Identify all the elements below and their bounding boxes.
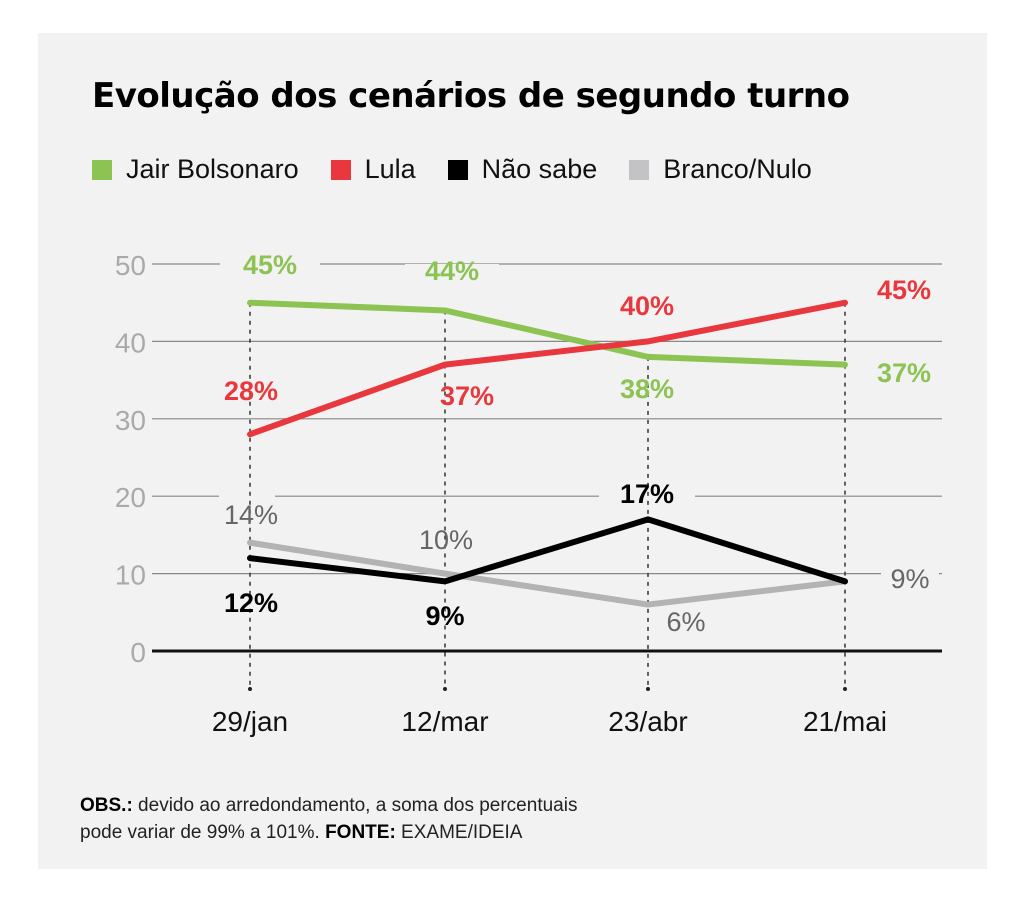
y-tick-label-40: 40 — [115, 327, 146, 358]
label-knockout-1 — [405, 264, 499, 276]
obs-text-2: pode variar de 99% a 101%. — [80, 822, 326, 843]
footnote-line-2: pode variar de 99% a 101%. FONTE: EXAME/… — [80, 819, 577, 846]
series-line-lula — [247, 299, 848, 438]
data-label-jair-bolsonaro-3: 37% — [877, 358, 931, 388]
source-label: FONTE: — [325, 822, 396, 843]
y-tick-label-50: 50 — [115, 250, 146, 281]
legend-label-branco-nulo: Branco/Nulo — [663, 154, 812, 184]
footnote-line-1: OBS.: devido ao arredondamento, a soma d… — [80, 792, 577, 819]
label-knockout-0 — [220, 258, 320, 270]
footnote: OBS.: devido ao arredondamento, a soma d… — [80, 792, 577, 846]
guide-dot-0 — [248, 687, 252, 691]
data-label-lula-2: 40% — [620, 291, 674, 321]
legend-label-lula: Lula — [364, 154, 416, 184]
y-tick-label-10: 10 — [115, 560, 146, 591]
data-label-jair-bolsonaro-0: 45% — [243, 250, 297, 280]
legend-label-bolsonaro: Jair Bolsonaro — [126, 154, 299, 184]
y-tick-label-30: 30 — [115, 405, 146, 436]
data-label-branco-nulo-0: 14% — [224, 500, 278, 530]
y-tick-label-20: 20 — [115, 482, 146, 513]
label-knockout-3 — [599, 491, 695, 503]
data-label-lula-0: 28% — [224, 376, 278, 406]
x-tick-label-0: 29/jan — [212, 706, 288, 737]
x-tick-label-3: 21/mai — [803, 706, 887, 737]
guide-dot-3 — [843, 687, 847, 691]
series-line-jair-bolsonaro — [247, 299, 848, 368]
y-tick-label-0: 0 — [130, 637, 146, 668]
source-text: EXAME/IDEIA — [395, 822, 523, 843]
chart-legend: Jair Bolsonaro Lula Não sabe Branco/Nulo — [92, 154, 844, 185]
legend-swatch-branco-nulo — [629, 159, 650, 180]
x-tick-label-1: 12/mar — [401, 706, 488, 737]
data-label-branco-nulo-3: 9% — [890, 564, 929, 594]
data-label-n-o-sabe-0: 12% — [224, 588, 278, 618]
series-line-n-o-sabe — [247, 516, 848, 585]
data-label-branco-nulo-2: 6% — [666, 607, 705, 637]
legend-label-nao-sabe: Não sabe — [481, 154, 598, 184]
data-label-jair-bolsonaro-2: 38% — [620, 374, 674, 404]
data-label-n-o-sabe-1: 9% — [425, 601, 464, 631]
legend-swatch-nao-sabe — [447, 159, 468, 180]
legend-swatch-bolsonaro — [92, 159, 112, 180]
series-line-branco-nulo — [247, 539, 848, 608]
data-label-lula-3: 45% — [877, 275, 931, 305]
data-label-n-o-sabe-2: 17% — [620, 479, 674, 509]
legend-item-branco-nulo: Branco/Nulo — [629, 154, 812, 185]
chart-title: Evolução dos cenários de segundo turno — [92, 76, 850, 116]
label-knockout-4 — [881, 569, 939, 581]
data-label-branco-nulo-1: 10% — [419, 525, 473, 555]
x-tick-label-2: 23/abr — [608, 706, 687, 737]
obs-label: OBS.: — [80, 795, 133, 816]
guide-dot-2 — [646, 687, 650, 691]
data-label-jair-bolsonaro-1: 44% — [425, 256, 479, 286]
data-label-lula-1: 37% — [440, 381, 494, 411]
label-knockout-2 — [219, 491, 275, 503]
legend-item-lula: Lula — [330, 154, 416, 185]
legend-swatch-lula — [330, 159, 351, 180]
guide-dot-1 — [443, 687, 447, 691]
legend-item-nao-sabe: Não sabe — [447, 154, 598, 185]
legend-item-bolsonaro: Jair Bolsonaro — [92, 154, 299, 185]
chart-panel — [38, 33, 987, 869]
obs-text: devido ao arredondamento, a soma dos per… — [132, 795, 578, 816]
